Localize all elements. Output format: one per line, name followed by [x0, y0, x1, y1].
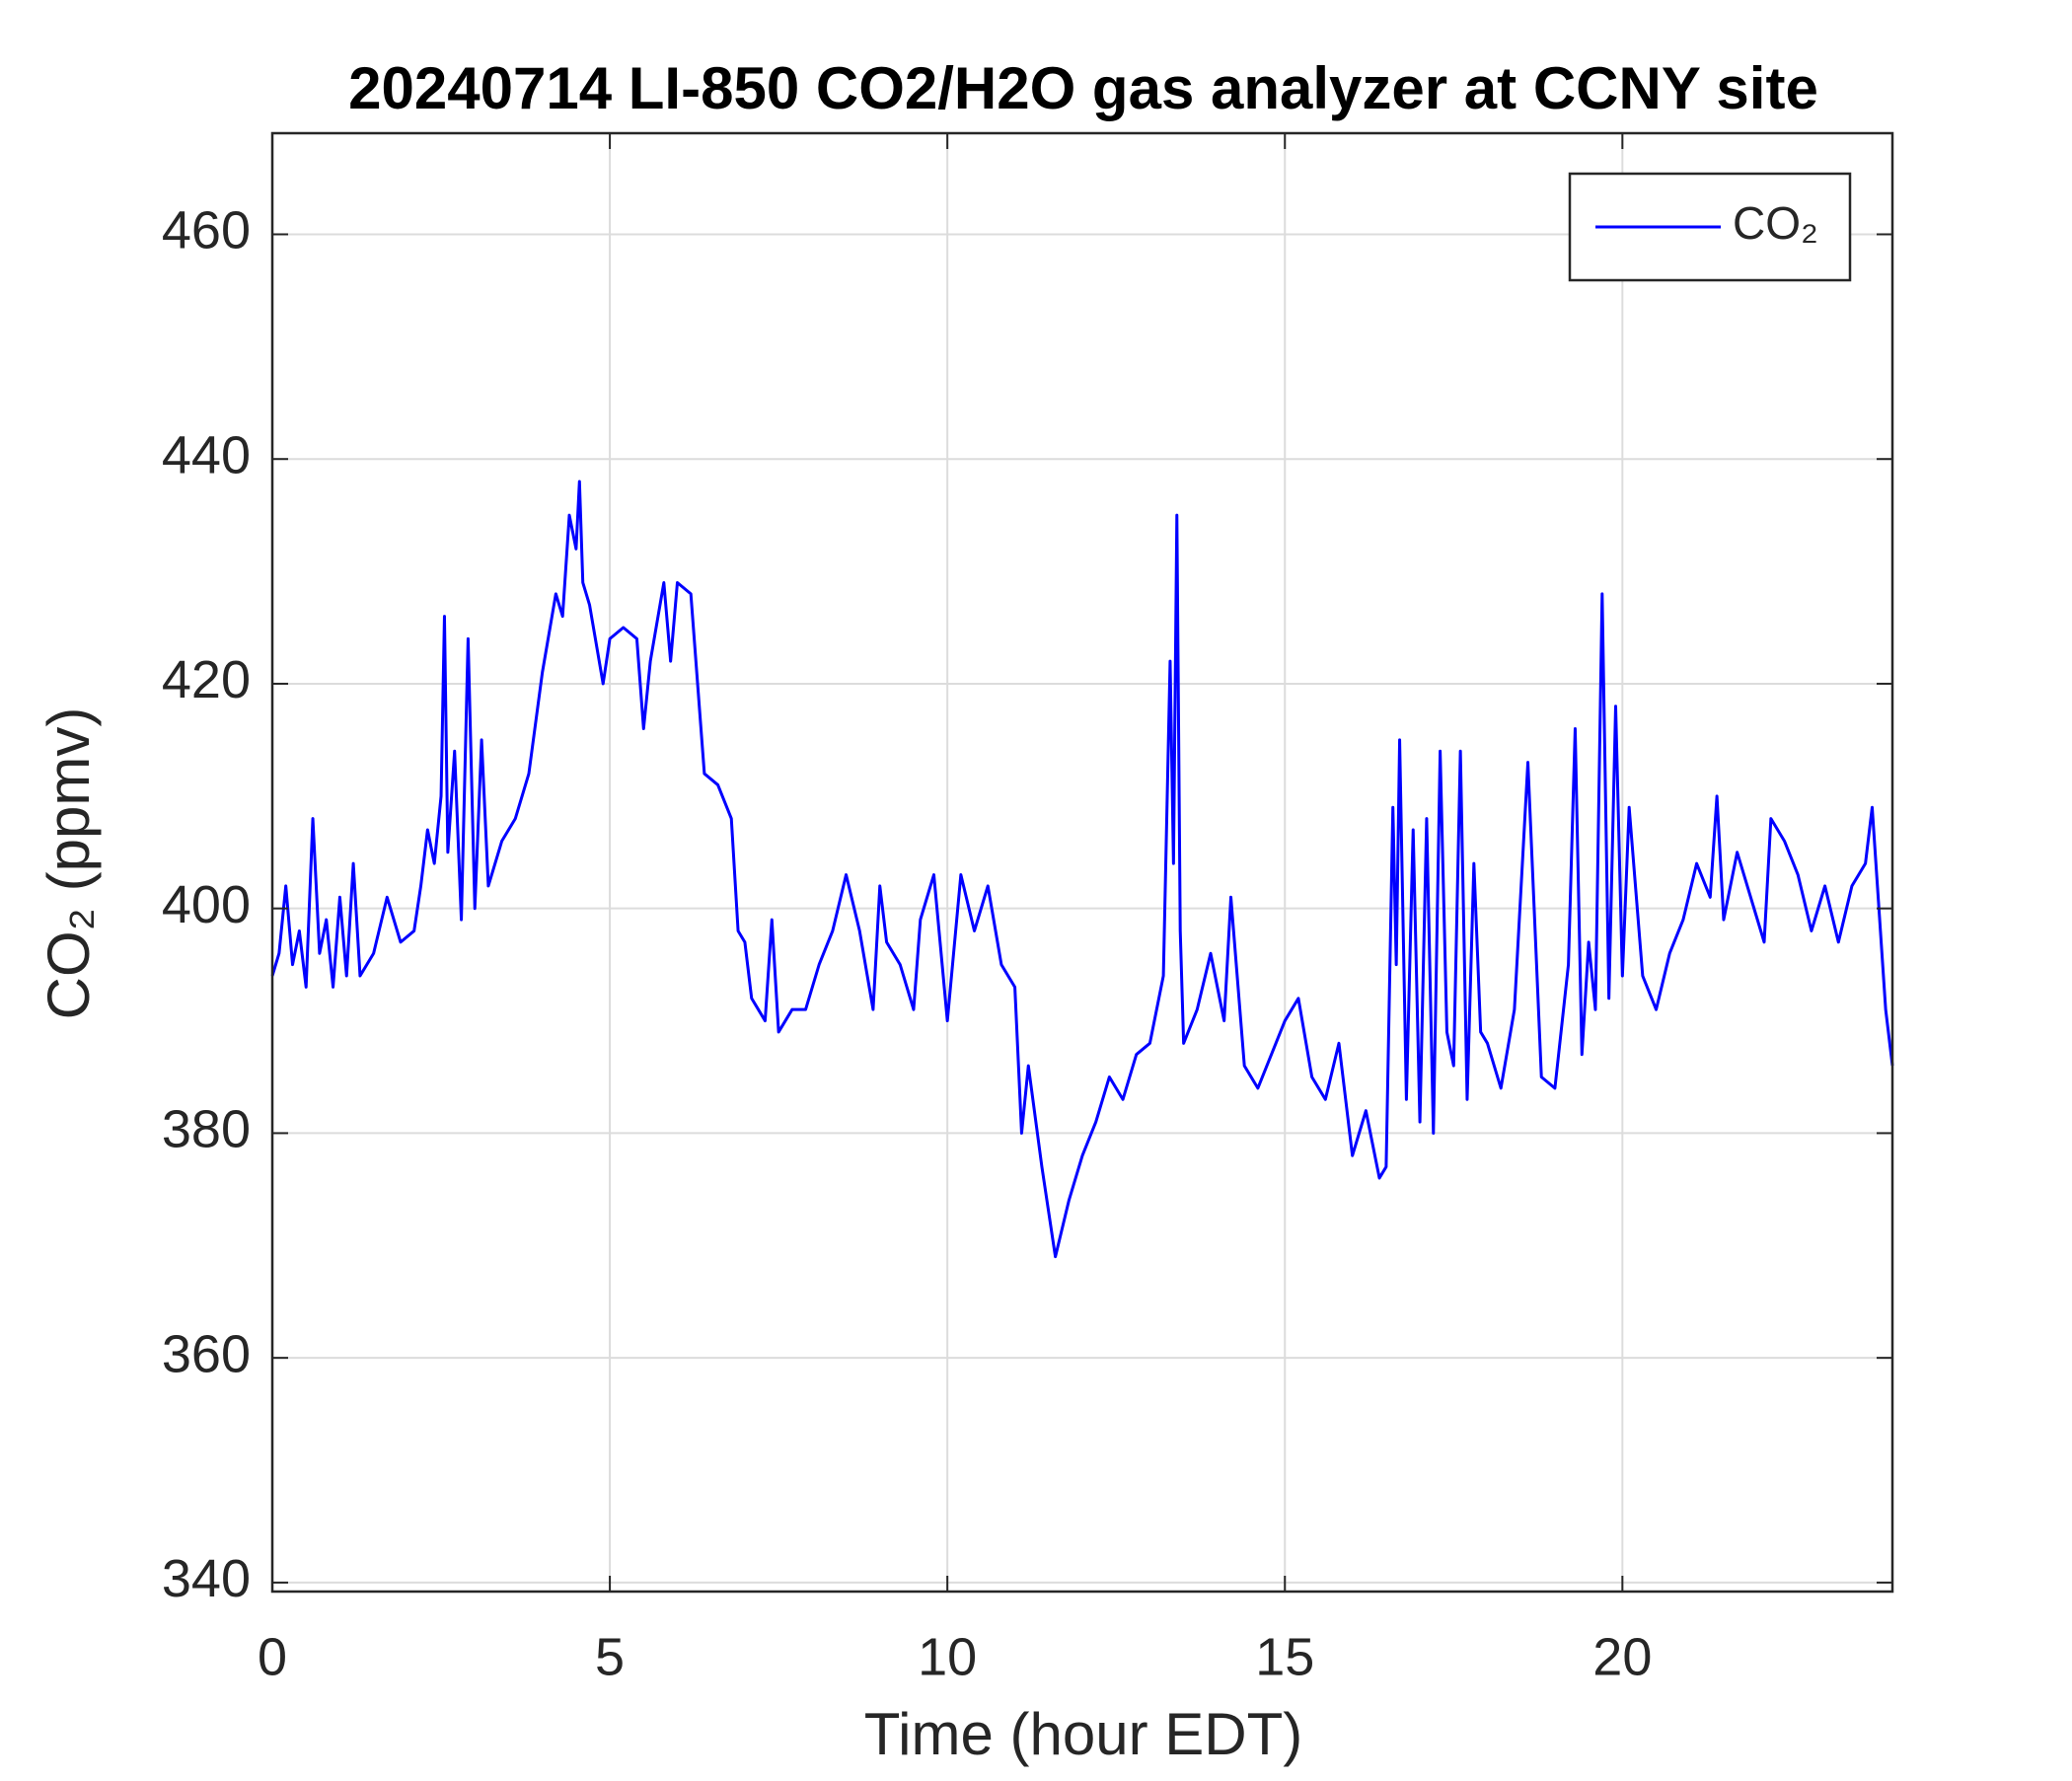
y-axis-label: CO₂ (ppmv) — [36, 707, 102, 1020]
plot-area — [270, 480, 1894, 1259]
grid — [271, 133, 1892, 1592]
x-tick-label: 15 — [1255, 1627, 1314, 1686]
y-tick-label: 400 — [162, 875, 251, 934]
x-tick-label: 20 — [1592, 1627, 1652, 1686]
legend: CO₂ — [1568, 172, 1852, 282]
y-tick-label: 340 — [162, 1549, 251, 1608]
data-line — [270, 480, 1894, 1259]
y-tick-label: 420 — [162, 650, 251, 709]
y-tick-label: 440 — [162, 425, 251, 484]
x-tick-label: 5 — [595, 1627, 625, 1686]
chart-title: 20240714 LI-850 CO2/H2O gas analyzer at … — [348, 55, 1818, 121]
legend-label: CO₂ — [1733, 197, 1818, 249]
x-tick-label: 0 — [258, 1627, 287, 1686]
axes-box — [270, 131, 1894, 1594]
x-tick-label: 10 — [918, 1627, 977, 1686]
y-tick-label: 380 — [162, 1100, 251, 1159]
y-tick-label: 360 — [162, 1324, 251, 1383]
axes: 0 5 10 15 20 340 360 380 400 420 440 460 — [162, 131, 1894, 1686]
x-axis-label: Time (hour EDT) — [864, 1701, 1303, 1767]
y-tick-label: 460 — [162, 201, 251, 260]
